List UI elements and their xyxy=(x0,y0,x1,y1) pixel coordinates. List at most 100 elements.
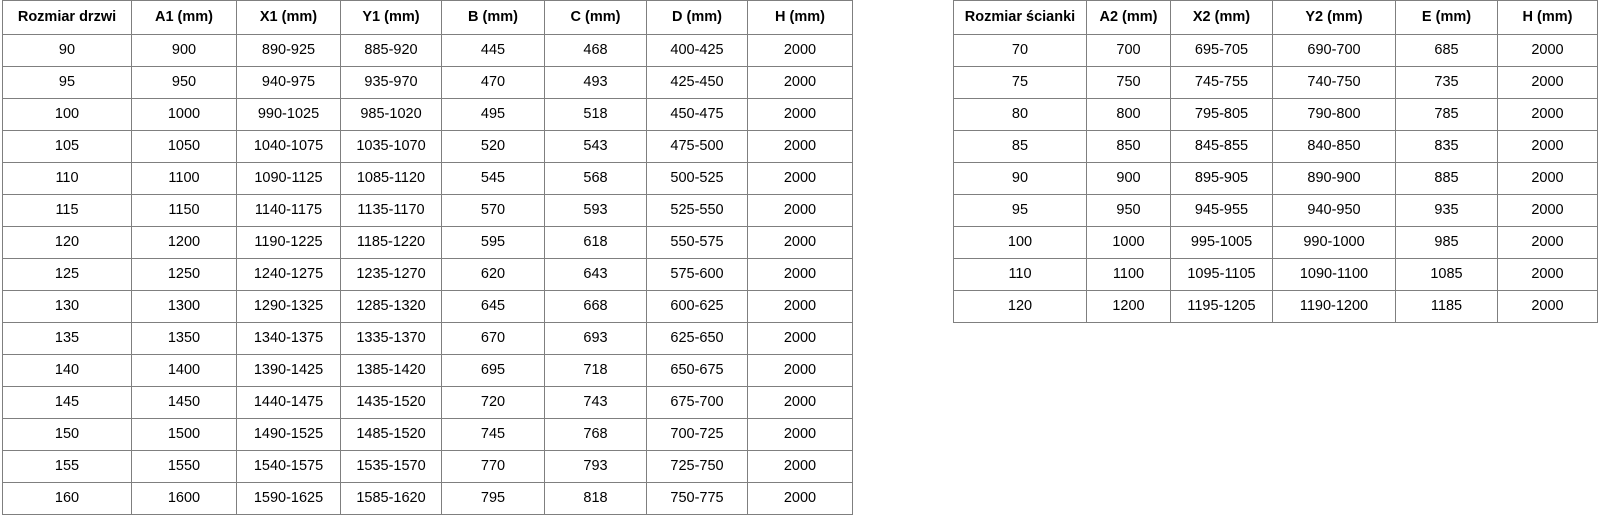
table-cell: 650-675 xyxy=(646,354,748,387)
table-cell: 890-925 xyxy=(236,34,341,67)
table-cell: 568 xyxy=(544,162,647,195)
table-cell: 1190-1225 xyxy=(236,226,341,259)
table-cell: 700-725 xyxy=(646,418,748,451)
table-cell: 990-1000 xyxy=(1272,226,1396,259)
table-cell: 445 xyxy=(441,34,545,67)
table-cell: 2000 xyxy=(747,290,853,323)
table-cell: 1095-1105 xyxy=(1170,258,1273,291)
table-cell: 1200 xyxy=(1086,290,1171,323)
table-cell: 940-950 xyxy=(1272,194,1396,227)
table-cell: 1050 xyxy=(131,130,237,163)
table-cell: 750 xyxy=(1086,66,1171,99)
table-cell: 2000 xyxy=(747,482,853,515)
table-row: 145 1450 1440-1475 1435-1520 720 743 675-700 20… xyxy=(2,386,853,419)
table-cell: 80 xyxy=(953,98,1087,131)
table-row: 115 1150 1140-1175 1135-1170 570 593 525-550 20… xyxy=(2,194,853,227)
table-cell: 770 xyxy=(441,450,545,483)
table-cell: 2000 xyxy=(1497,130,1598,163)
table-cell: 950 xyxy=(1086,194,1171,227)
table-cell: 2000 xyxy=(747,130,853,163)
table-cell: 785 xyxy=(1395,98,1498,131)
table-cell: 1195-1205 xyxy=(1170,290,1273,323)
table-cell: 1450 xyxy=(131,386,237,419)
table-row: 105 1050 1040-1075 1035-1070 520 543 475-500 20… xyxy=(2,130,853,163)
door-column-header: A1 (mm) xyxy=(131,0,237,35)
table-cell: 1485-1520 xyxy=(340,418,442,451)
table-cell: 675-700 xyxy=(646,386,748,419)
door-column-header: Rozmiar drzwi xyxy=(2,0,132,35)
table-cell: 1300 xyxy=(131,290,237,323)
table-cell: 140 xyxy=(2,354,132,387)
table-cell: 690-700 xyxy=(1272,34,1396,67)
table-cell: 1585-1620 xyxy=(340,482,442,515)
table-row: 130 1300 1290-1325 1285-1320 645 668 600-625 20… xyxy=(2,290,853,323)
table-cell: 1040-1075 xyxy=(236,130,341,163)
table-cell: 90 xyxy=(953,162,1087,195)
table-cell: 2000 xyxy=(747,386,853,419)
table-cell: 995-1005 xyxy=(1170,226,1273,259)
table-cell: 1185-1220 xyxy=(340,226,442,259)
table-cell: 845-855 xyxy=(1170,130,1273,163)
table-cell: 1340-1375 xyxy=(236,322,341,355)
table-cell: 693 xyxy=(544,322,647,355)
table-cell: 495 xyxy=(441,98,545,131)
table-cell: 525-550 xyxy=(646,194,748,227)
table-row: 125 1250 1240-1275 1235-1270 620 643 575-600 20… xyxy=(2,258,853,291)
table-cell: 895-905 xyxy=(1170,162,1273,195)
table-cell: 145 xyxy=(2,386,132,419)
table-cell: 550-575 xyxy=(646,226,748,259)
table-cell: 90 xyxy=(2,34,132,67)
table-cell: 850 xyxy=(1086,130,1171,163)
door-size-specification-table: Rozmiar drzwi A1 (mm) X1 (mm) Y1 (mm) B (mm)… xyxy=(2,0,853,515)
table-cell: 155 xyxy=(2,450,132,483)
table-cell: 450-475 xyxy=(646,98,748,131)
table-cell: 2000 xyxy=(1497,258,1598,291)
table-cell: 2000 xyxy=(1497,98,1598,131)
table-cell: 2000 xyxy=(747,194,853,227)
table-cell: 2000 xyxy=(747,354,853,387)
table-cell: 2000 xyxy=(1497,34,1598,67)
table-cell: 105 xyxy=(2,130,132,163)
table-cell: 475-500 xyxy=(646,130,748,163)
table-cell: 2000 xyxy=(747,162,853,195)
table-cell: 1250 xyxy=(131,258,237,291)
table-cell: 900 xyxy=(131,34,237,67)
table-cell: 2000 xyxy=(1497,290,1598,323)
table-cell: 643 xyxy=(544,258,647,291)
table-cell: 2000 xyxy=(1497,162,1598,195)
door-column-header: X1 (mm) xyxy=(236,0,341,35)
table-cell: 1135-1170 xyxy=(340,194,442,227)
door-column-header: Y1 (mm) xyxy=(340,0,442,35)
table-cell: 575-600 xyxy=(646,258,748,291)
table-cell: 1335-1370 xyxy=(340,322,442,355)
table-cell: 745-755 xyxy=(1170,66,1273,99)
table-cell: 75 xyxy=(953,66,1087,99)
table-cell: 1540-1575 xyxy=(236,450,341,483)
table-cell: 2000 xyxy=(747,226,853,259)
table-cell: 120 xyxy=(953,290,1087,323)
table-cell: 990-1025 xyxy=(236,98,341,131)
door-column-header: H (mm) xyxy=(747,0,853,35)
wall-column-header: Y2 (mm) xyxy=(1272,0,1396,35)
table-row: 95 950 940-975 935-970 470 493 425-450 2000 xyxy=(2,66,853,99)
table-cell: 935 xyxy=(1395,194,1498,227)
table-cell: 1100 xyxy=(1086,258,1171,291)
table-row: 90 900 895-905 890-900 885 2000 xyxy=(953,162,1598,195)
table-cell: 493 xyxy=(544,66,647,99)
table-row: 160 1600 1590-1625 1585-1620 795 818 750-775 20… xyxy=(2,482,853,515)
table-cell: 800 xyxy=(1086,98,1171,131)
table-cell: 935-970 xyxy=(340,66,442,99)
table-cell: 645 xyxy=(441,290,545,323)
wall-size-specification-table: Rozmiar ścianki A2 (mm) X2 (mm) Y2 (mm) E (m… xyxy=(953,0,1598,323)
table-cell: 1550 xyxy=(131,450,237,483)
table-cell: 1185 xyxy=(1395,290,1498,323)
table-cell: 425-450 xyxy=(646,66,748,99)
table-cell: 1390-1425 xyxy=(236,354,341,387)
table-cell: 120 xyxy=(2,226,132,259)
table-header-row: Rozmiar drzwi A1 (mm) X1 (mm) Y1 (mm) B (mm)… xyxy=(2,0,853,35)
table-cell: 885-920 xyxy=(340,34,442,67)
table-row: 90 900 890-925 885-920 445 468 400-425 2000 xyxy=(2,34,853,67)
table-cell: 2000 xyxy=(747,98,853,131)
wall-column-header: Rozmiar ścianki xyxy=(953,0,1087,35)
table-cell: 400-425 xyxy=(646,34,748,67)
